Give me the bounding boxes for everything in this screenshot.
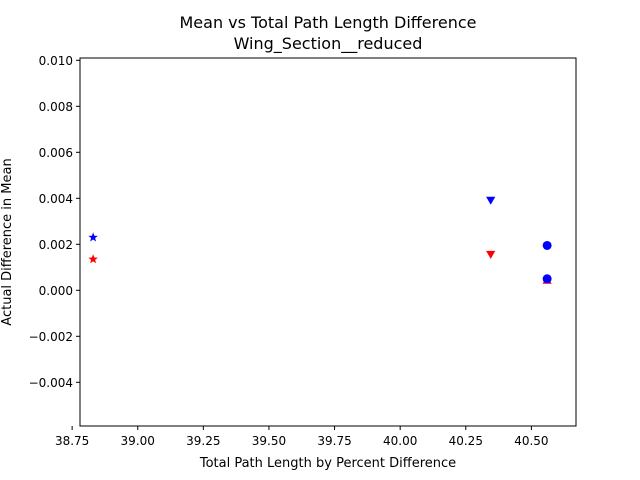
data-point-star: [88, 254, 98, 264]
y-tick-label: 0.008: [39, 100, 73, 114]
x-tick-label: 40.00: [383, 434, 417, 448]
data-points: [88, 196, 552, 284]
plot-area-frame: [79, 57, 577, 427]
x-tick-label: 39.50: [252, 434, 286, 448]
x-tick-label: 40.25: [449, 434, 483, 448]
x-tick-label: 39.00: [121, 434, 155, 448]
chart-title: Mean vs Total Path Length Difference: [179, 13, 476, 32]
data-point-star: [88, 232, 98, 242]
x-axis-label: Total Path Length by Percent Difference: [199, 456, 456, 471]
data-point-triangle-down: [486, 250, 496, 259]
data-point-circle: [542, 274, 552, 284]
data-point-circle: [542, 240, 552, 250]
y-tick-label: 0.000: [39, 284, 73, 298]
y-axis-label: Actual Difference in Mean: [0, 158, 15, 325]
y-tick-label: 0.004: [39, 192, 73, 206]
y-tick-label: 0.002: [39, 238, 73, 252]
y-tick-label: 0.006: [39, 146, 73, 160]
x-tick-label: 40.50: [514, 434, 548, 448]
x-tick-label: 39.75: [317, 434, 351, 448]
x-axis-ticks: 38.75 39.00 39.25 39.50 39.75 40.00 40.25 40.50: [55, 426, 549, 448]
chart-subtitle: Wing_Section__reduced: [234, 34, 423, 54]
data-point-triangle-down: [486, 196, 496, 205]
x-tick-label: 38.75: [55, 434, 89, 448]
y-tick-label: 0.010: [39, 54, 73, 68]
y-tick-label: −0.002: [29, 330, 73, 344]
y-tick-label: −0.004: [29, 376, 73, 390]
y-axis-ticks: −0.004 −0.002 0.000 0.002 0.004 0.006 0.008 0.0…: [29, 54, 80, 390]
x-tick-label: 39.25: [186, 434, 220, 448]
